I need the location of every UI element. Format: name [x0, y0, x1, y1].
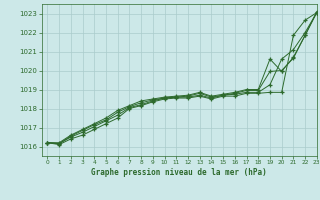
X-axis label: Graphe pression niveau de la mer (hPa): Graphe pression niveau de la mer (hPa) — [91, 168, 267, 177]
